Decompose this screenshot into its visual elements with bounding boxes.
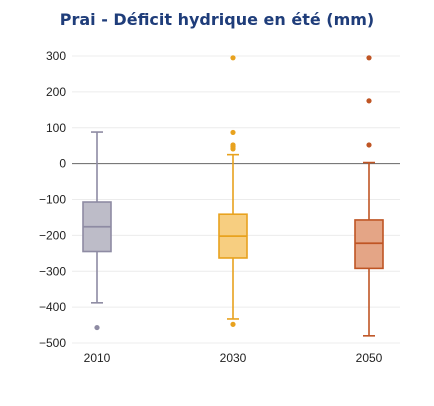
outlier-point: [366, 98, 372, 104]
outlier-point: [366, 55, 372, 61]
box-2050: [354, 55, 384, 337]
outlier-point: [366, 142, 372, 148]
y-tick-label: −300: [39, 264, 66, 278]
chart-title: Prai - Déficit hydrique en été (mm): [59, 10, 375, 29]
y-axis-ticks: 300 200 100 0 −100 −200 −300 −400 −500: [39, 49, 66, 350]
y-tick-label: 100: [46, 121, 66, 135]
box-2030: [218, 55, 248, 327]
outlier-point: [94, 324, 100, 331]
y-tick-label: −400: [39, 300, 66, 314]
y-tick-label: 0: [59, 157, 66, 171]
outlier-point: [230, 129, 236, 136]
x-tick-label: 2050: [356, 351, 383, 365]
outlier-point: [230, 55, 236, 61]
outlier-point: [230, 142, 236, 148]
x-tick-label: 2010: [84, 351, 111, 365]
y-tick-label: 200: [46, 85, 66, 99]
boxes-layer: [82, 55, 384, 337]
y-tick-label: −500: [39, 336, 66, 350]
y-tick-label: 300: [46, 49, 66, 63]
y-tick-label: −100: [39, 193, 66, 207]
outlier-point: [230, 321, 236, 327]
y-tick-label: −200: [39, 228, 66, 242]
grid-layer: [72, 55, 400, 344]
box-2010: [82, 131, 112, 331]
x-axis-ticks: 2010 2030 2050: [84, 351, 383, 365]
x-tick-label: 2030: [220, 351, 247, 365]
